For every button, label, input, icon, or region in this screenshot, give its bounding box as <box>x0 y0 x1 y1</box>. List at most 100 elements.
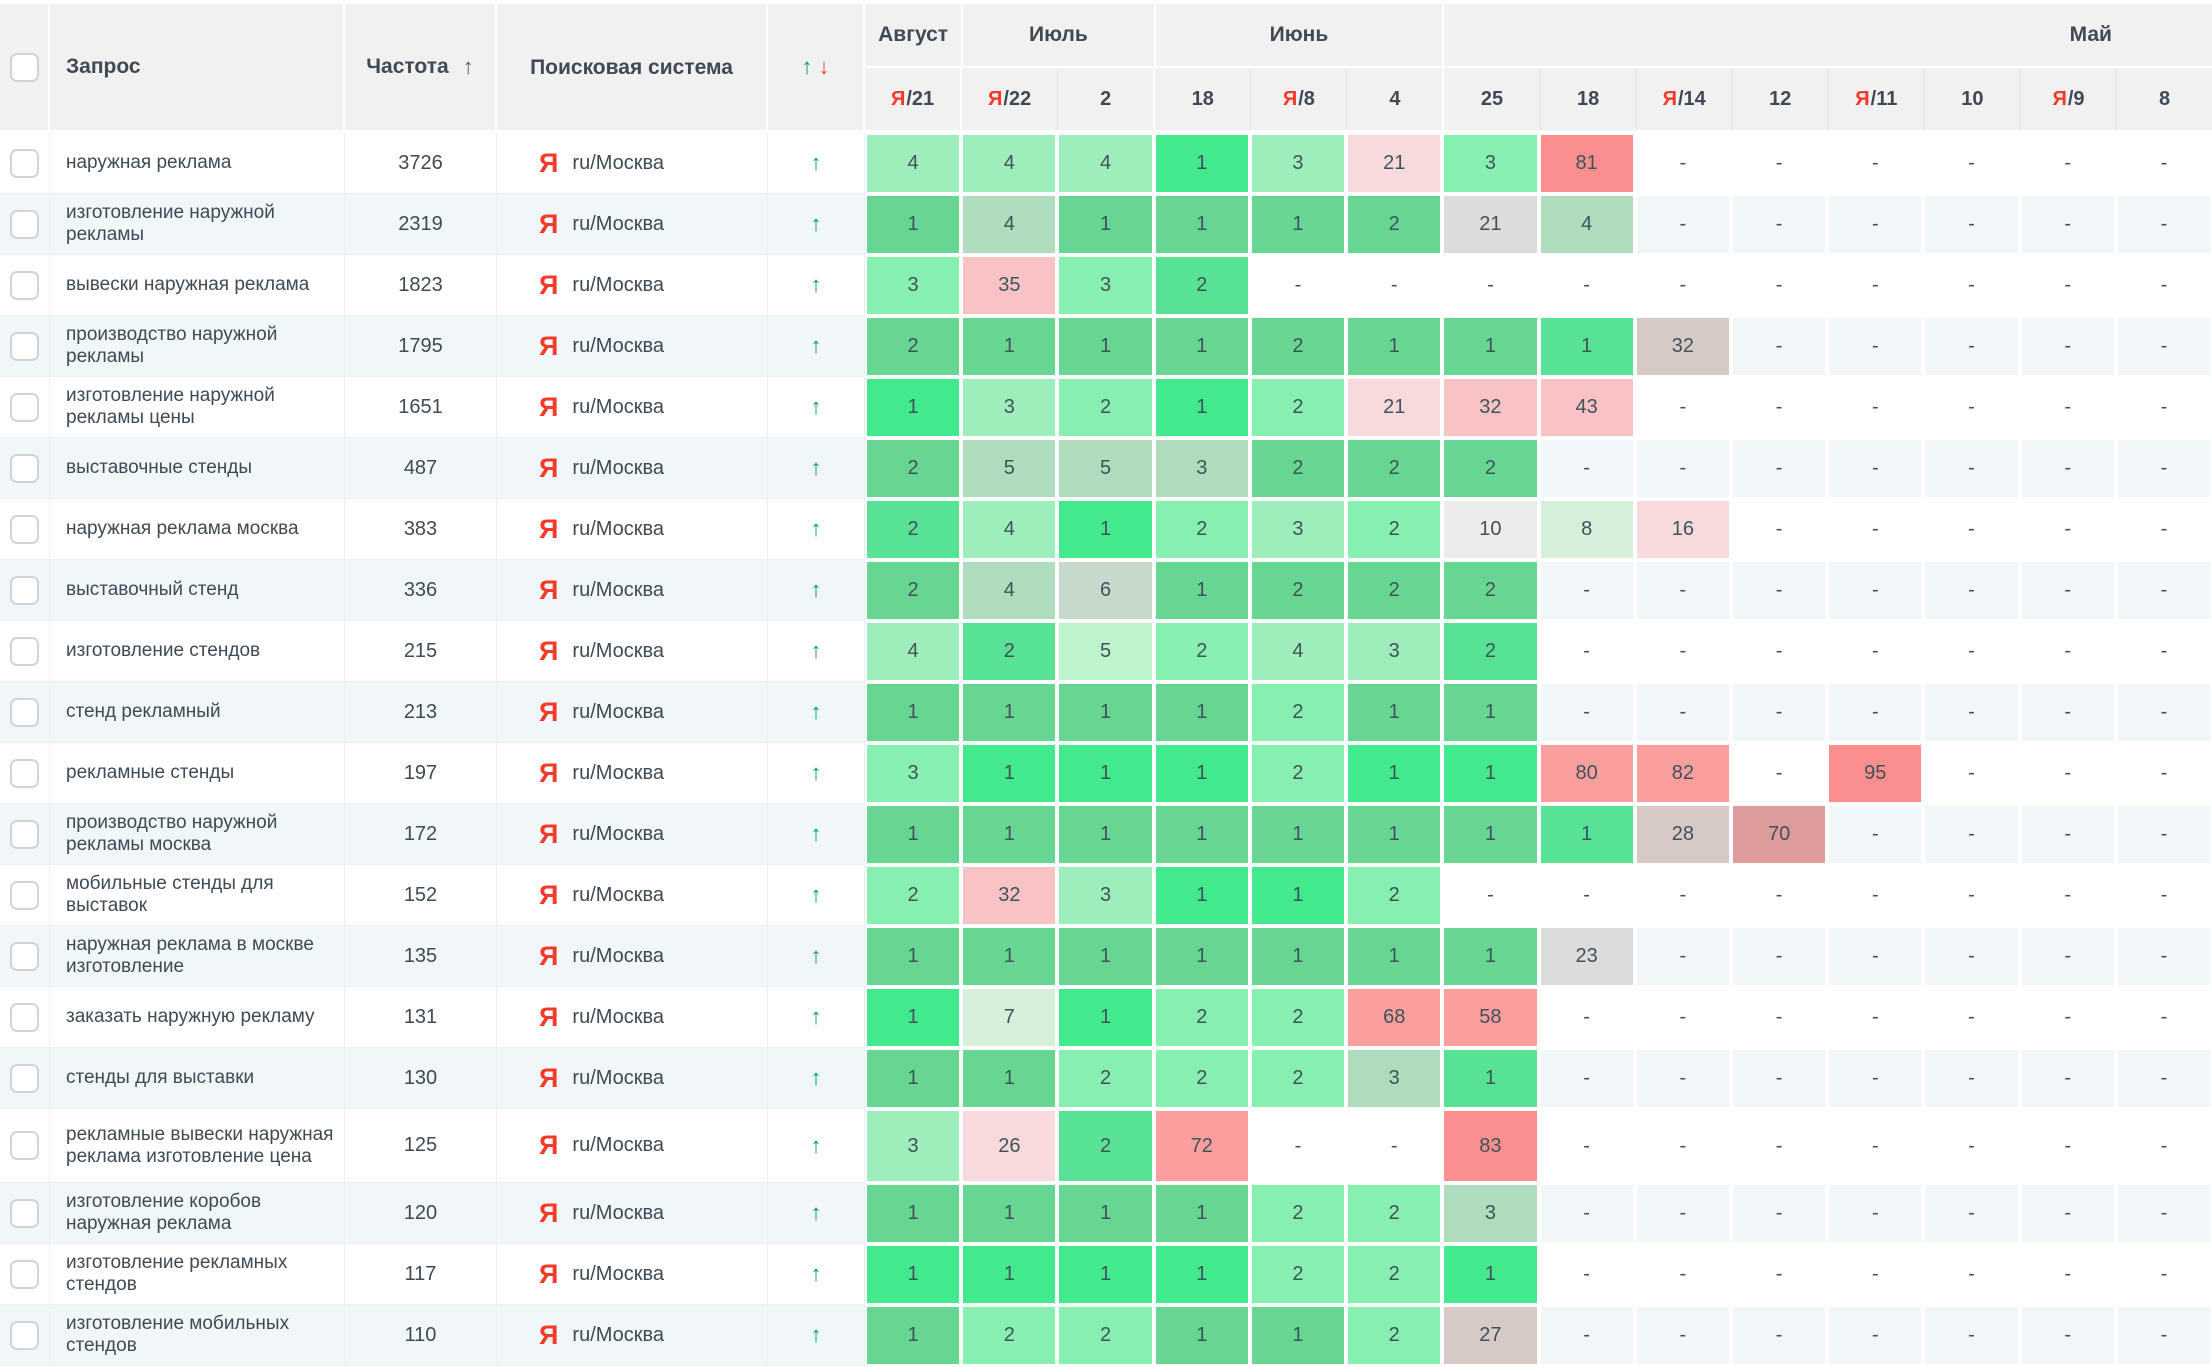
position-cell[interactable]: - <box>1634 194 1731 255</box>
position-cell[interactable]: 1 <box>961 1244 1058 1305</box>
position-cell[interactable]: 21 <box>1442 194 1539 255</box>
position-cell[interactable]: - <box>2115 438 2212 499</box>
position-cell[interactable]: 4 <box>961 194 1058 255</box>
row-checkbox[interactable] <box>10 1198 39 1228</box>
date-column-header[interactable]: 8 <box>2116 68 2212 130</box>
position-cell[interactable]: 1 <box>1057 804 1154 865</box>
position-cell[interactable]: 3 <box>865 1109 962 1183</box>
position-cell[interactable]: 1 <box>1346 682 1443 743</box>
position-cell[interactable]: 1 <box>1057 926 1154 987</box>
position-cell[interactable]: 4 <box>961 560 1058 621</box>
position-cell[interactable]: 1 <box>1057 682 1154 743</box>
position-cell[interactable]: - <box>2019 1305 2116 1366</box>
position-cell[interactable]: - <box>1827 1244 1924 1305</box>
date-column-header[interactable]: 25 <box>1442 68 1539 130</box>
position-cell[interactable]: - <box>2115 255 2212 316</box>
position-cell[interactable]: 1 <box>961 926 1058 987</box>
position-cell[interactable]: - <box>2019 1109 2116 1183</box>
query-cell[interactable]: выставочные стенды <box>50 438 345 499</box>
query-cell[interactable]: выставочный стенд <box>50 560 345 621</box>
position-cell[interactable]: - <box>1923 438 2020 499</box>
position-cell[interactable]: 2 <box>1249 682 1347 743</box>
position-cell[interactable]: 23 <box>1538 926 1635 987</box>
position-cell[interactable]: - <box>1827 133 1924 194</box>
position-cell[interactable]: - <box>2115 377 2212 438</box>
position-cell[interactable]: - <box>1923 255 2020 316</box>
position-cell[interactable]: 2 <box>1249 1048 1347 1109</box>
position-cell[interactable]: 1 <box>865 1244 962 1305</box>
position-cell[interactable]: - <box>1827 499 1924 560</box>
position-cell[interactable]: - <box>2115 1048 2212 1109</box>
row-checkbox[interactable] <box>10 148 39 178</box>
position-cell[interactable]: - <box>1827 926 1924 987</box>
position-cell[interactable]: 2 <box>1249 1183 1347 1244</box>
position-cell[interactable]: 5 <box>961 438 1058 499</box>
position-cell[interactable]: 3 <box>865 743 962 804</box>
position-cell[interactable]: 21 <box>1346 133 1443 194</box>
position-cell[interactable]: 4 <box>961 499 1058 560</box>
position-cell[interactable]: - <box>1923 926 2020 987</box>
date-column-header[interactable]: Я/14 <box>1635 68 1732 130</box>
position-cell[interactable]: 4 <box>1057 133 1154 194</box>
position-cell[interactable]: 4 <box>865 133 962 194</box>
position-cell[interactable]: - <box>1730 743 1828 804</box>
position-cell[interactable]: - <box>1923 1109 2020 1183</box>
position-cell[interactable]: 81 <box>1538 133 1635 194</box>
position-cell[interactable]: 1 <box>1442 926 1539 987</box>
position-cell[interactable]: - <box>1923 621 2020 682</box>
position-cell[interactable]: 3 <box>865 255 962 316</box>
position-cell[interactable]: 2 <box>1249 987 1347 1048</box>
position-cell[interactable]: - <box>2019 1183 2116 1244</box>
position-cell[interactable]: 1 <box>865 804 962 865</box>
position-cell[interactable]: 32 <box>1634 316 1731 377</box>
query-cell[interactable]: рекламные вывески наружная реклама изгот… <box>50 1109 345 1183</box>
position-cell[interactable]: 2 <box>1346 1244 1443 1305</box>
row-checkbox[interactable] <box>10 209 39 239</box>
position-cell[interactable]: 6 <box>1057 560 1154 621</box>
query-cell[interactable]: изготовление мобильных стендов <box>50 1305 345 1366</box>
position-cell[interactable]: - <box>1730 1109 1828 1183</box>
position-cell[interactable]: 3 <box>1057 865 1154 926</box>
position-cell[interactable]: 2 <box>1249 743 1347 804</box>
position-cell[interactable]: 2 <box>1057 1109 1154 1183</box>
position-cell[interactable]: 2 <box>1346 1183 1443 1244</box>
position-cell[interactable]: - <box>1249 255 1347 316</box>
position-cell[interactable]: - <box>2115 621 2212 682</box>
position-cell[interactable]: 1 <box>865 377 962 438</box>
position-cell[interactable]: - <box>2019 1244 2116 1305</box>
position-cell[interactable]: - <box>2115 560 2212 621</box>
position-cell[interactable]: - <box>1730 1305 1828 1366</box>
row-checkbox[interactable] <box>10 392 39 422</box>
position-cell[interactable]: - <box>1538 682 1635 743</box>
position-cell[interactable]: 1 <box>1153 804 1250 865</box>
position-cell[interactable]: - <box>1634 621 1731 682</box>
position-cell[interactable]: 7 <box>961 987 1058 1048</box>
position-cell[interactable]: - <box>2019 1048 2116 1109</box>
position-cell[interactable]: 35 <box>961 255 1058 316</box>
position-cell[interactable]: 3 <box>961 377 1058 438</box>
position-cell[interactable]: - <box>2019 316 2116 377</box>
position-cell[interactable]: 1 <box>1153 682 1250 743</box>
position-cell[interactable]: - <box>1634 987 1731 1048</box>
position-cell[interactable]: - <box>1634 682 1731 743</box>
position-cell[interactable]: 5 <box>1057 438 1154 499</box>
position-cell[interactable]: - <box>1730 499 1828 560</box>
position-cell[interactable]: 2 <box>865 560 962 621</box>
position-cell[interactable]: 2 <box>1057 1305 1154 1366</box>
position-cell[interactable]: - <box>1634 865 1731 926</box>
position-cell[interactable]: - <box>1730 133 1828 194</box>
position-cell[interactable]: - <box>1730 1244 1828 1305</box>
position-cell[interactable]: 4 <box>865 621 962 682</box>
position-cell[interactable]: - <box>2019 133 2116 194</box>
position-cell[interactable]: 4 <box>961 133 1058 194</box>
date-column-header[interactable]: 2 <box>1057 68 1153 130</box>
position-cell[interactable]: 1 <box>1153 316 1250 377</box>
position-cell[interactable]: - <box>1730 926 1828 987</box>
position-cell[interactable]: - <box>1827 1109 1924 1183</box>
position-cell[interactable]: - <box>1923 1048 2020 1109</box>
position-cell[interactable]: 1 <box>865 194 962 255</box>
position-cell[interactable]: 1 <box>1346 804 1443 865</box>
row-checkbox[interactable] <box>10 819 39 849</box>
position-cell[interactable]: 2 <box>1249 438 1347 499</box>
row-checkbox[interactable] <box>10 758 39 788</box>
